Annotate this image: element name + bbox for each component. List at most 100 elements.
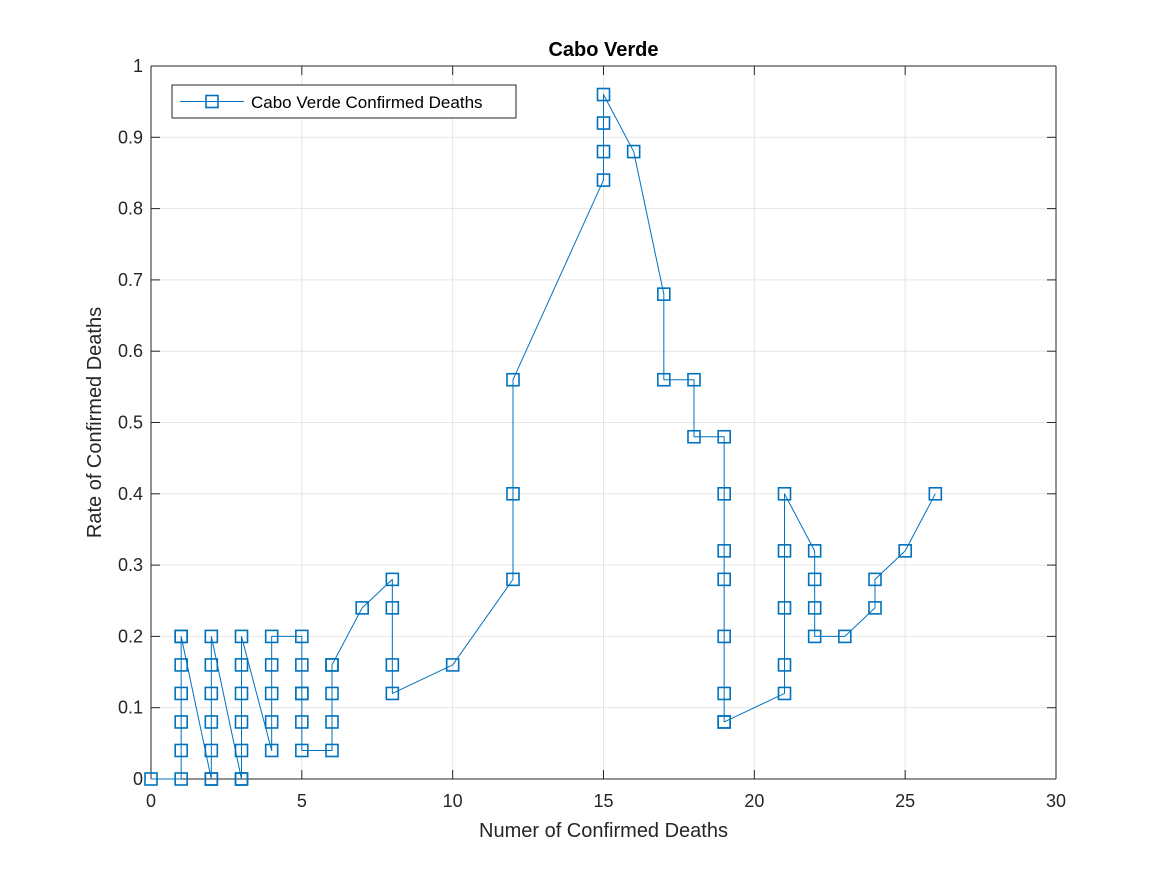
x-tick-label: 5 [297,791,307,811]
data-point-square-marker [898,544,912,558]
data-point-square-marker [807,572,822,587]
data-point-square-marker [777,601,792,615]
data-point-square-marker [506,372,520,387]
data-point-square-marker [295,743,309,758]
data-point-square-marker [385,658,400,672]
data-point-square-marker [445,658,460,672]
y-tick-label: 0.7 [118,270,143,290]
series-layer [144,87,943,786]
data-point-square-marker [325,715,339,729]
x-tick-label: 15 [593,791,613,811]
data-point-square-marker [687,429,701,444]
y-tick-label: 0.1 [118,698,143,718]
y-tick-label: 0.5 [118,413,143,433]
x-tick-label: 30 [1046,791,1066,811]
legend-square-marker [205,94,219,109]
x-tick-label: 10 [443,791,463,811]
data-point-square-marker [234,772,249,786]
data-point-square-marker [264,629,279,644]
data-point-square-marker [295,715,309,729]
ticks: 0 5 10 15 20 25 30 0 0.1 0.2 0.3 0.4 0.5 0.6 0.7 0.8 0.9… [118,56,1066,811]
series-line [151,94,936,780]
data-point-square-marker [295,686,309,701]
x-tick-label: 0 [146,791,156,811]
data-point-square-marker [807,629,822,644]
data-point-square-marker [385,572,400,587]
data-point-square-marker [355,601,369,615]
legend-entry-label: Cabo Verde Confirmed Deaths [251,93,483,112]
chart-title: Cabo Verde [548,39,658,61]
y-tick-label: 0.2 [118,626,143,646]
y-axis-label: Rate of Confirmed Deaths [84,307,106,538]
y-tick-label: 0.6 [118,341,143,361]
data-point-square-marker [234,715,249,729]
data-point-square-marker [264,658,279,672]
data-point-square-marker [295,629,309,644]
y-tick-label: 1 [133,56,143,76]
data-point-square-marker [657,372,671,387]
data-point-square-marker [204,743,219,758]
data-point-square-marker [325,743,339,758]
data-point-square-marker [596,116,611,130]
data-point-square-marker [596,144,611,159]
data-point-square-marker [234,686,249,701]
data-point-square-marker [596,87,611,102]
data-point-square-marker [506,486,520,501]
data-point-square-marker [777,486,792,501]
data-point-square-marker [174,715,188,729]
data-point-square-marker [385,601,400,615]
data-point-square-marker [717,629,731,644]
data-point-square-marker [385,686,400,701]
x-axis-label: Numer of Confirmed Deaths [479,820,728,842]
data-point-square-marker [807,544,822,558]
x-tick-label: 25 [895,791,915,811]
data-point-square-marker [838,629,852,644]
data-point-square-marker [657,287,671,301]
y-tick-label: 0.8 [118,199,143,219]
data-point-square-marker [717,544,731,558]
data-point-square-marker [868,601,882,615]
data-point-square-marker [596,173,611,187]
data-point-square-marker [174,743,188,758]
data-point-square-marker [174,629,188,644]
y-tick-label: 0 [133,769,143,789]
data-point-square-marker [868,572,882,587]
x-tick-label: 20 [744,791,764,811]
y-tick-label: 0.3 [118,555,143,575]
data-point-square-marker [174,658,188,672]
legend: Cabo Verde Confirmed Deaths [171,84,517,119]
data-point-square-marker [717,572,731,587]
data-point-square-marker [234,629,249,644]
data-point-square-marker [204,686,219,701]
data-point-square-marker [777,658,792,672]
data-point-square-marker [174,686,188,701]
data-point-square-marker [295,658,309,672]
data-point-square-marker [264,743,279,758]
data-point-square-marker [234,658,249,672]
data-point-square-marker [928,486,943,501]
data-point-square-marker [204,715,219,729]
data-point-square-marker [325,686,339,701]
data-point-square-marker [234,743,249,758]
data-point-square-marker [777,686,792,701]
data-point-square-marker [144,772,158,786]
data-point-square-marker [325,658,339,672]
data-point-square-marker [777,544,792,558]
data-point-square-marker [717,715,731,729]
y-tick-label: 0.9 [118,127,143,147]
data-point-square-marker [204,772,219,786]
data-point-square-marker [717,486,731,501]
y-tick-label: 0.4 [118,484,143,504]
data-point-square-marker [506,572,520,587]
data-point-square-marker [204,629,219,644]
data-point-square-marker [264,686,279,701]
data-point-square-marker [626,144,641,159]
data-point-square-marker [687,372,701,387]
data-point-square-marker [807,601,822,615]
data-point-square-marker [174,772,188,786]
data-point-square-marker [264,715,279,729]
data-point-square-marker [717,429,731,444]
data-point-square-marker [717,686,731,701]
